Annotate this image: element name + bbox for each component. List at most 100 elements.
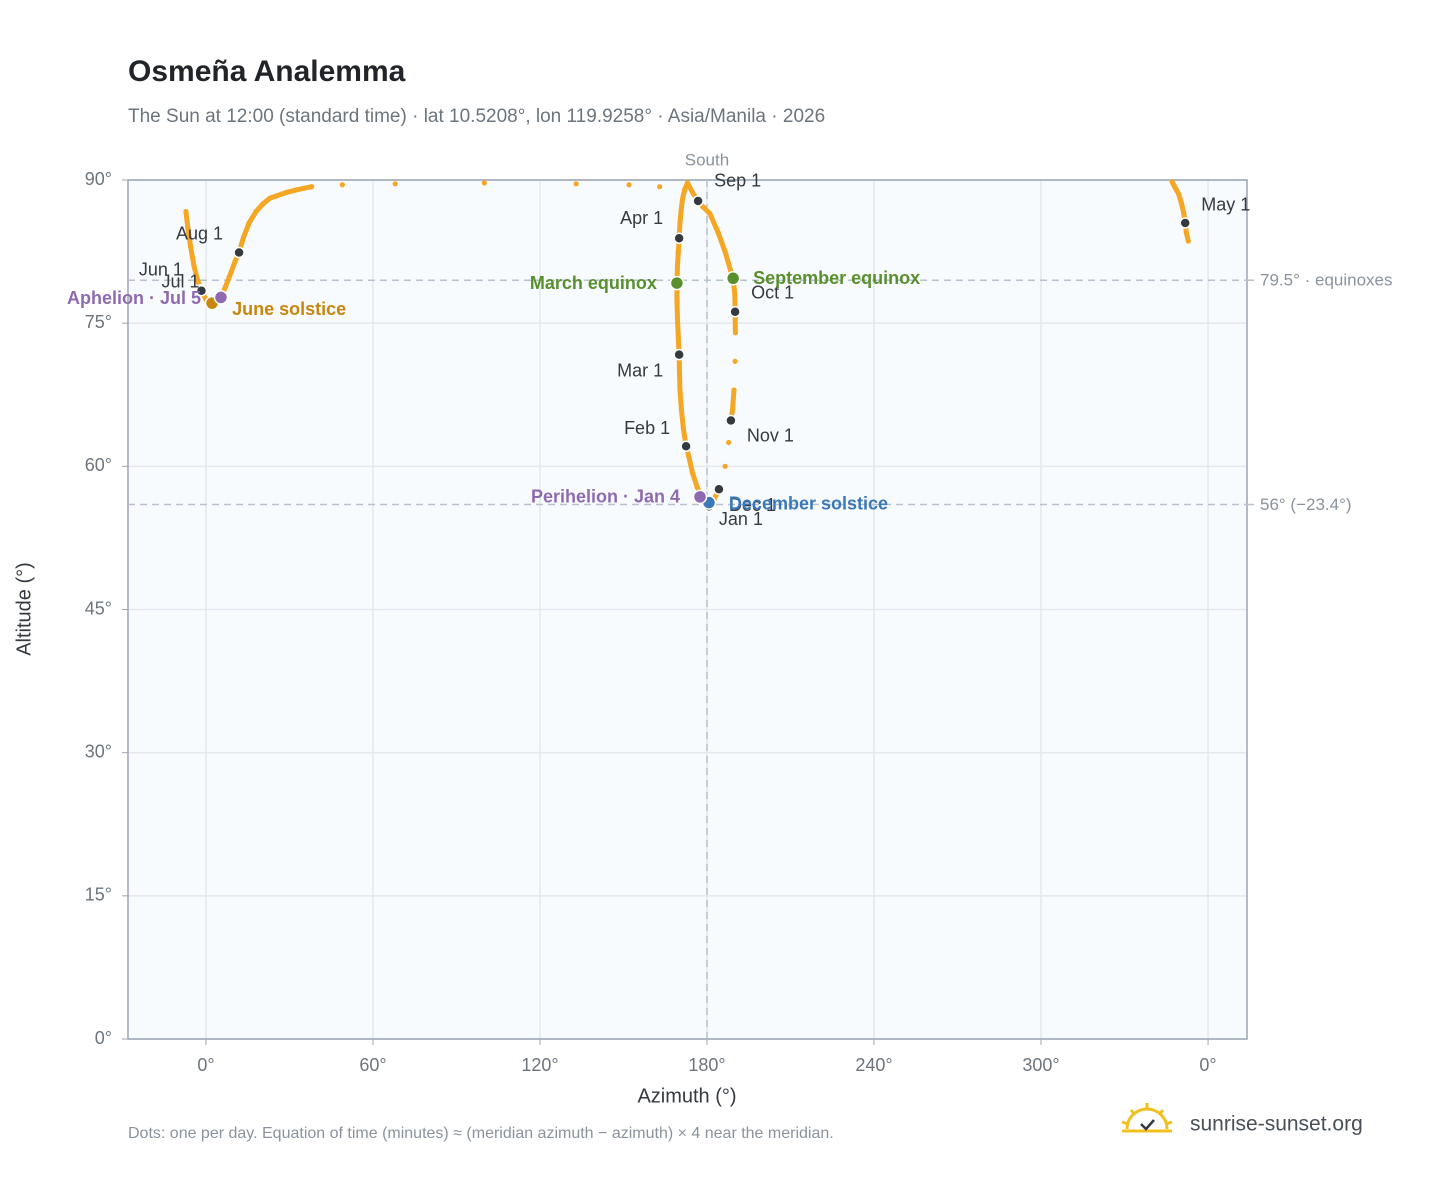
daily-dot: [481, 180, 487, 186]
month-label: Aug 1: [176, 223, 223, 243]
daily-dot: [309, 184, 315, 190]
month-marker: [233, 246, 245, 259]
reference-label: 56° (−23.4°): [1260, 495, 1352, 514]
daily-dot: [715, 229, 721, 236]
chart-title: Osmeña Analemma: [128, 55, 406, 88]
x-axis-label: Azimuth (°): [637, 1085, 736, 1107]
daily-dot: [240, 234, 247, 240]
month-label: Oct 1: [751, 282, 794, 302]
daily-dot: [253, 208, 259, 215]
daily-dot: [729, 406, 736, 412]
track-line: [674, 180, 738, 509]
y-tick-label: 45°: [85, 598, 112, 618]
daily-dot: [185, 225, 191, 231]
event-marker: [669, 275, 685, 291]
event-label: Aphelion · Jul 5: [67, 288, 201, 308]
daily-dot: [657, 184, 663, 190]
daily-dot: [722, 463, 728, 469]
x-tick-label: 60°: [359, 1055, 386, 1075]
daily-dot: [676, 368, 683, 374]
daily-dot: [694, 484, 700, 490]
daily-dot: [295, 186, 301, 193]
daily-dot: [228, 269, 234, 276]
daily-dot: [732, 291, 738, 298]
brand-logo: [1121, 1103, 1173, 1133]
daily-dot: [675, 248, 681, 255]
daily-dot: [267, 195, 273, 201]
daily-dot: [680, 425, 686, 431]
event-label: June solstice: [232, 299, 346, 319]
daily-dot: [1185, 238, 1191, 244]
daily-dot: [232, 258, 238, 264]
daily-dot: [682, 186, 688, 193]
chart-subtitle: The Sun at 12:00 (standard time) · lat 1…: [128, 106, 825, 127]
month-label: Mar 1: [617, 360, 663, 380]
brand-name: sunrise-sunset.org: [1190, 1113, 1363, 1136]
daily-dot: [1178, 201, 1185, 207]
month-marker: [195, 284, 208, 297]
daily-dot: [1169, 179, 1175, 185]
y-tick-label: 0°: [95, 1028, 112, 1048]
event-marker: [725, 271, 741, 286]
reference-label: South: [685, 150, 729, 169]
daily-dot: [188, 244, 194, 250]
daily-dot: [194, 277, 201, 283]
month-marker: [692, 195, 704, 207]
daily-dot: [732, 330, 738, 336]
daily-dot: [690, 190, 696, 196]
event-label: December solstice: [729, 493, 888, 513]
daily-dot: [674, 296, 680, 302]
y-tick-label: 30°: [85, 741, 112, 761]
y-tick-label: 90°: [85, 169, 112, 189]
event-marker: [692, 489, 708, 505]
month-label: Feb 1: [624, 418, 670, 438]
daily-dot: [674, 263, 681, 269]
x-tick-label: 300°: [1022, 1055, 1059, 1075]
daily-dot: [678, 207, 684, 214]
x-tick-label: 180°: [688, 1055, 725, 1075]
month-marker: [713, 483, 725, 495]
month-label: May 1: [1201, 195, 1250, 215]
month-marker: [673, 348, 685, 361]
daily-dot: [183, 208, 189, 215]
x-tick-label: 240°: [855, 1055, 892, 1075]
month-label: Jun 1: [139, 260, 183, 280]
month-marker: [725, 414, 737, 427]
footnote: Dots: one per day. Equation of time (min…: [128, 1125, 834, 1142]
daily-dot: [1181, 210, 1187, 217]
daily-dot: [686, 454, 692, 460]
daily-dot: [260, 201, 266, 207]
daily-dot: [1176, 191, 1182, 197]
daily-dot: [272, 193, 279, 199]
month-label: Jan 1: [719, 509, 763, 529]
month-label: Nov 1: [747, 425, 794, 445]
reference-label: 79.5° · equinoxes: [1260, 271, 1393, 290]
month-label: Jul 1: [161, 271, 199, 291]
daily-dot: [675, 334, 681, 341]
daily-dot: [1172, 184, 1178, 190]
daily-dot: [246, 220, 252, 226]
month-marker: [680, 440, 692, 453]
daily-dot: [1183, 229, 1189, 236]
daily-dot: [191, 263, 197, 269]
daily-dot: [679, 196, 686, 202]
daily-dot: [392, 181, 398, 187]
daily-dot: [684, 180, 691, 186]
daily-dot: [222, 284, 229, 290]
daily-dot: [732, 358, 738, 364]
month-marker: [729, 305, 741, 318]
event-label: Perihelion · Jan 4: [531, 487, 680, 507]
month-marker: [1179, 217, 1191, 229]
daily-dot: [626, 182, 632, 188]
month-label: Apr 1: [620, 208, 663, 228]
y-tick-label: 75°: [85, 312, 112, 332]
event-marker: [213, 290, 229, 305]
daily-dot: [726, 439, 732, 446]
event-label: March equinox: [530, 273, 657, 293]
daily-dot: [689, 470, 696, 476]
y-tick-label: 60°: [85, 455, 112, 475]
plot-frame: [127, 179, 1248, 1040]
daily-dot: [678, 406, 684, 412]
